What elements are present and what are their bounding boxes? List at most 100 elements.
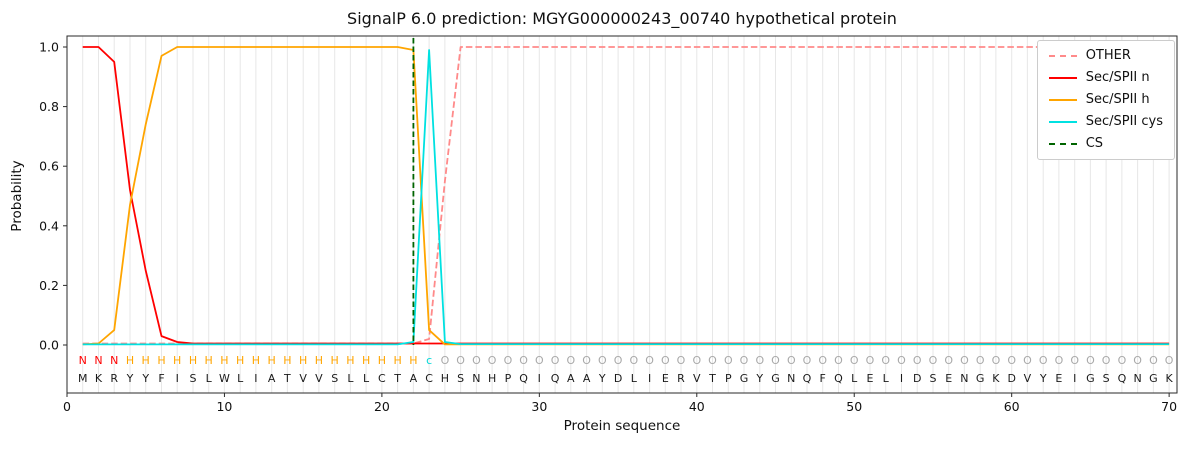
sequence-letter: S	[190, 372, 197, 385]
sequence-letter: L	[206, 372, 213, 385]
sequence-letter: N	[1133, 372, 1141, 385]
region-letter: O	[913, 354, 922, 367]
region-letter: N	[94, 354, 102, 367]
region-letter: O	[1086, 354, 1095, 367]
region-letter: c	[426, 354, 432, 367]
region-letter: O	[881, 354, 890, 367]
legend-line-sample	[1048, 143, 1077, 145]
region-letter: H	[173, 354, 181, 367]
sequence-letter: S	[457, 372, 464, 385]
x-axis-ticks: 0 10 20 30 40 50 60 70	[63, 393, 1177, 414]
sequence-letter: Y	[598, 372, 606, 385]
sequence-letter: G	[771, 372, 780, 385]
sequence-letter: Y	[1039, 372, 1047, 385]
sequence-letter: G	[1086, 372, 1095, 385]
x-tick-label: 30	[531, 399, 547, 414]
region-letter: O	[472, 354, 481, 367]
region-letter: N	[110, 354, 118, 367]
sequence-letter: Q	[1118, 372, 1127, 385]
region-letter: O	[976, 354, 985, 367]
region-letter: H	[189, 354, 197, 367]
sequence-letter: L	[363, 372, 370, 385]
region-letter: O	[598, 354, 607, 367]
sequence-letter: Q	[803, 372, 812, 385]
region-letter: H	[205, 354, 213, 367]
region-letter: O	[787, 354, 796, 367]
sequence-letter: N	[960, 372, 968, 385]
region-letter: O	[504, 354, 513, 367]
sequence-letter: Q	[834, 372, 843, 385]
sequence-letter: P	[505, 372, 512, 385]
sequence-letter: E	[1055, 372, 1062, 385]
region-letter: H	[378, 354, 386, 367]
legend-line-sample	[1048, 121, 1077, 123]
sequence-letter: E	[945, 372, 952, 385]
sequence-letter: I	[900, 372, 903, 385]
legend-label: Sec/SPII n	[1085, 70, 1150, 85]
legend-item-sec-spii-n: Sec/SPII n	[1048, 70, 1163, 85]
sequence-letter: I	[648, 372, 651, 385]
legend-label: CS	[1085, 136, 1104, 151]
sequence-letter: S	[331, 372, 338, 385]
region-letter: O	[897, 354, 906, 367]
region-letter: H	[252, 354, 260, 367]
sequence-letter: V	[315, 372, 323, 385]
region-letter: O	[944, 354, 953, 367]
region-letter: O	[488, 354, 497, 367]
sequence-letter: F	[158, 372, 164, 385]
sequence-letter: I	[1073, 372, 1076, 385]
x-tick-label: 10	[216, 399, 232, 414]
sequence-letter: T	[283, 372, 291, 385]
region-letter: O	[519, 354, 528, 367]
region-letter: O	[771, 354, 780, 367]
region-letter: H	[331, 354, 339, 367]
sequence-letter: D	[913, 372, 921, 385]
sequence-letter: M	[78, 372, 88, 385]
region-letter: O	[1102, 354, 1111, 367]
legend-label: Sec/SPII h	[1085, 92, 1150, 107]
sequence-letter: Y	[141, 372, 149, 385]
region-letter: O	[441, 354, 450, 367]
series-line-sec-spii-cys	[82, 49, 1170, 346]
region-letter: N	[79, 354, 87, 367]
y-tick-label: 0.0	[39, 338, 59, 353]
legend-item-sec-spii-h: Sec/SPII h	[1048, 92, 1163, 107]
sequence-letter: G	[1149, 372, 1158, 385]
region-letter: O	[850, 354, 859, 367]
region-letter: O	[629, 354, 638, 367]
legend-label: Sec/SPII cys	[1085, 114, 1163, 129]
region-letter: O	[661, 354, 670, 367]
sequence-letter: Y	[126, 372, 134, 385]
region-letter: H	[346, 354, 354, 367]
sequence-letter: R	[110, 372, 118, 385]
region-letter: O	[1149, 354, 1158, 367]
legend-line-sample	[1048, 77, 1077, 79]
region-letter: H	[220, 354, 228, 367]
sequence-letter: I	[538, 372, 541, 385]
sequence-letter: V	[1024, 372, 1032, 385]
legend-line-sample	[1048, 99, 1077, 101]
sequence-letter: L	[631, 372, 638, 385]
region-letter: O	[1118, 354, 1127, 367]
sequence-letter: F	[820, 372, 826, 385]
sequence-letter: D	[614, 372, 622, 385]
sequence-letter: S	[1103, 372, 1110, 385]
region-letter: H	[315, 354, 323, 367]
sequence-letter: K	[1165, 372, 1173, 385]
sequence-letter: E	[867, 372, 874, 385]
legend-line-sample	[1048, 55, 1077, 57]
plot-border	[66, 35, 1178, 394]
region-letter: O	[708, 354, 717, 367]
x-tick-label: 40	[689, 399, 705, 414]
legend-item-sec-spii-cys: Sec/SPII cys	[1048, 114, 1163, 129]
region-letter: H	[409, 354, 417, 367]
sequence-letter: A	[268, 372, 276, 385]
sequence-letter: Y	[755, 372, 763, 385]
sequence-letter: V	[693, 372, 701, 385]
region-letter: O	[960, 354, 969, 367]
region-letter: O	[1133, 354, 1142, 367]
sequence-letter: T	[708, 372, 716, 385]
x-tick-label: 70	[1161, 399, 1177, 414]
region-letter: O	[677, 354, 686, 367]
